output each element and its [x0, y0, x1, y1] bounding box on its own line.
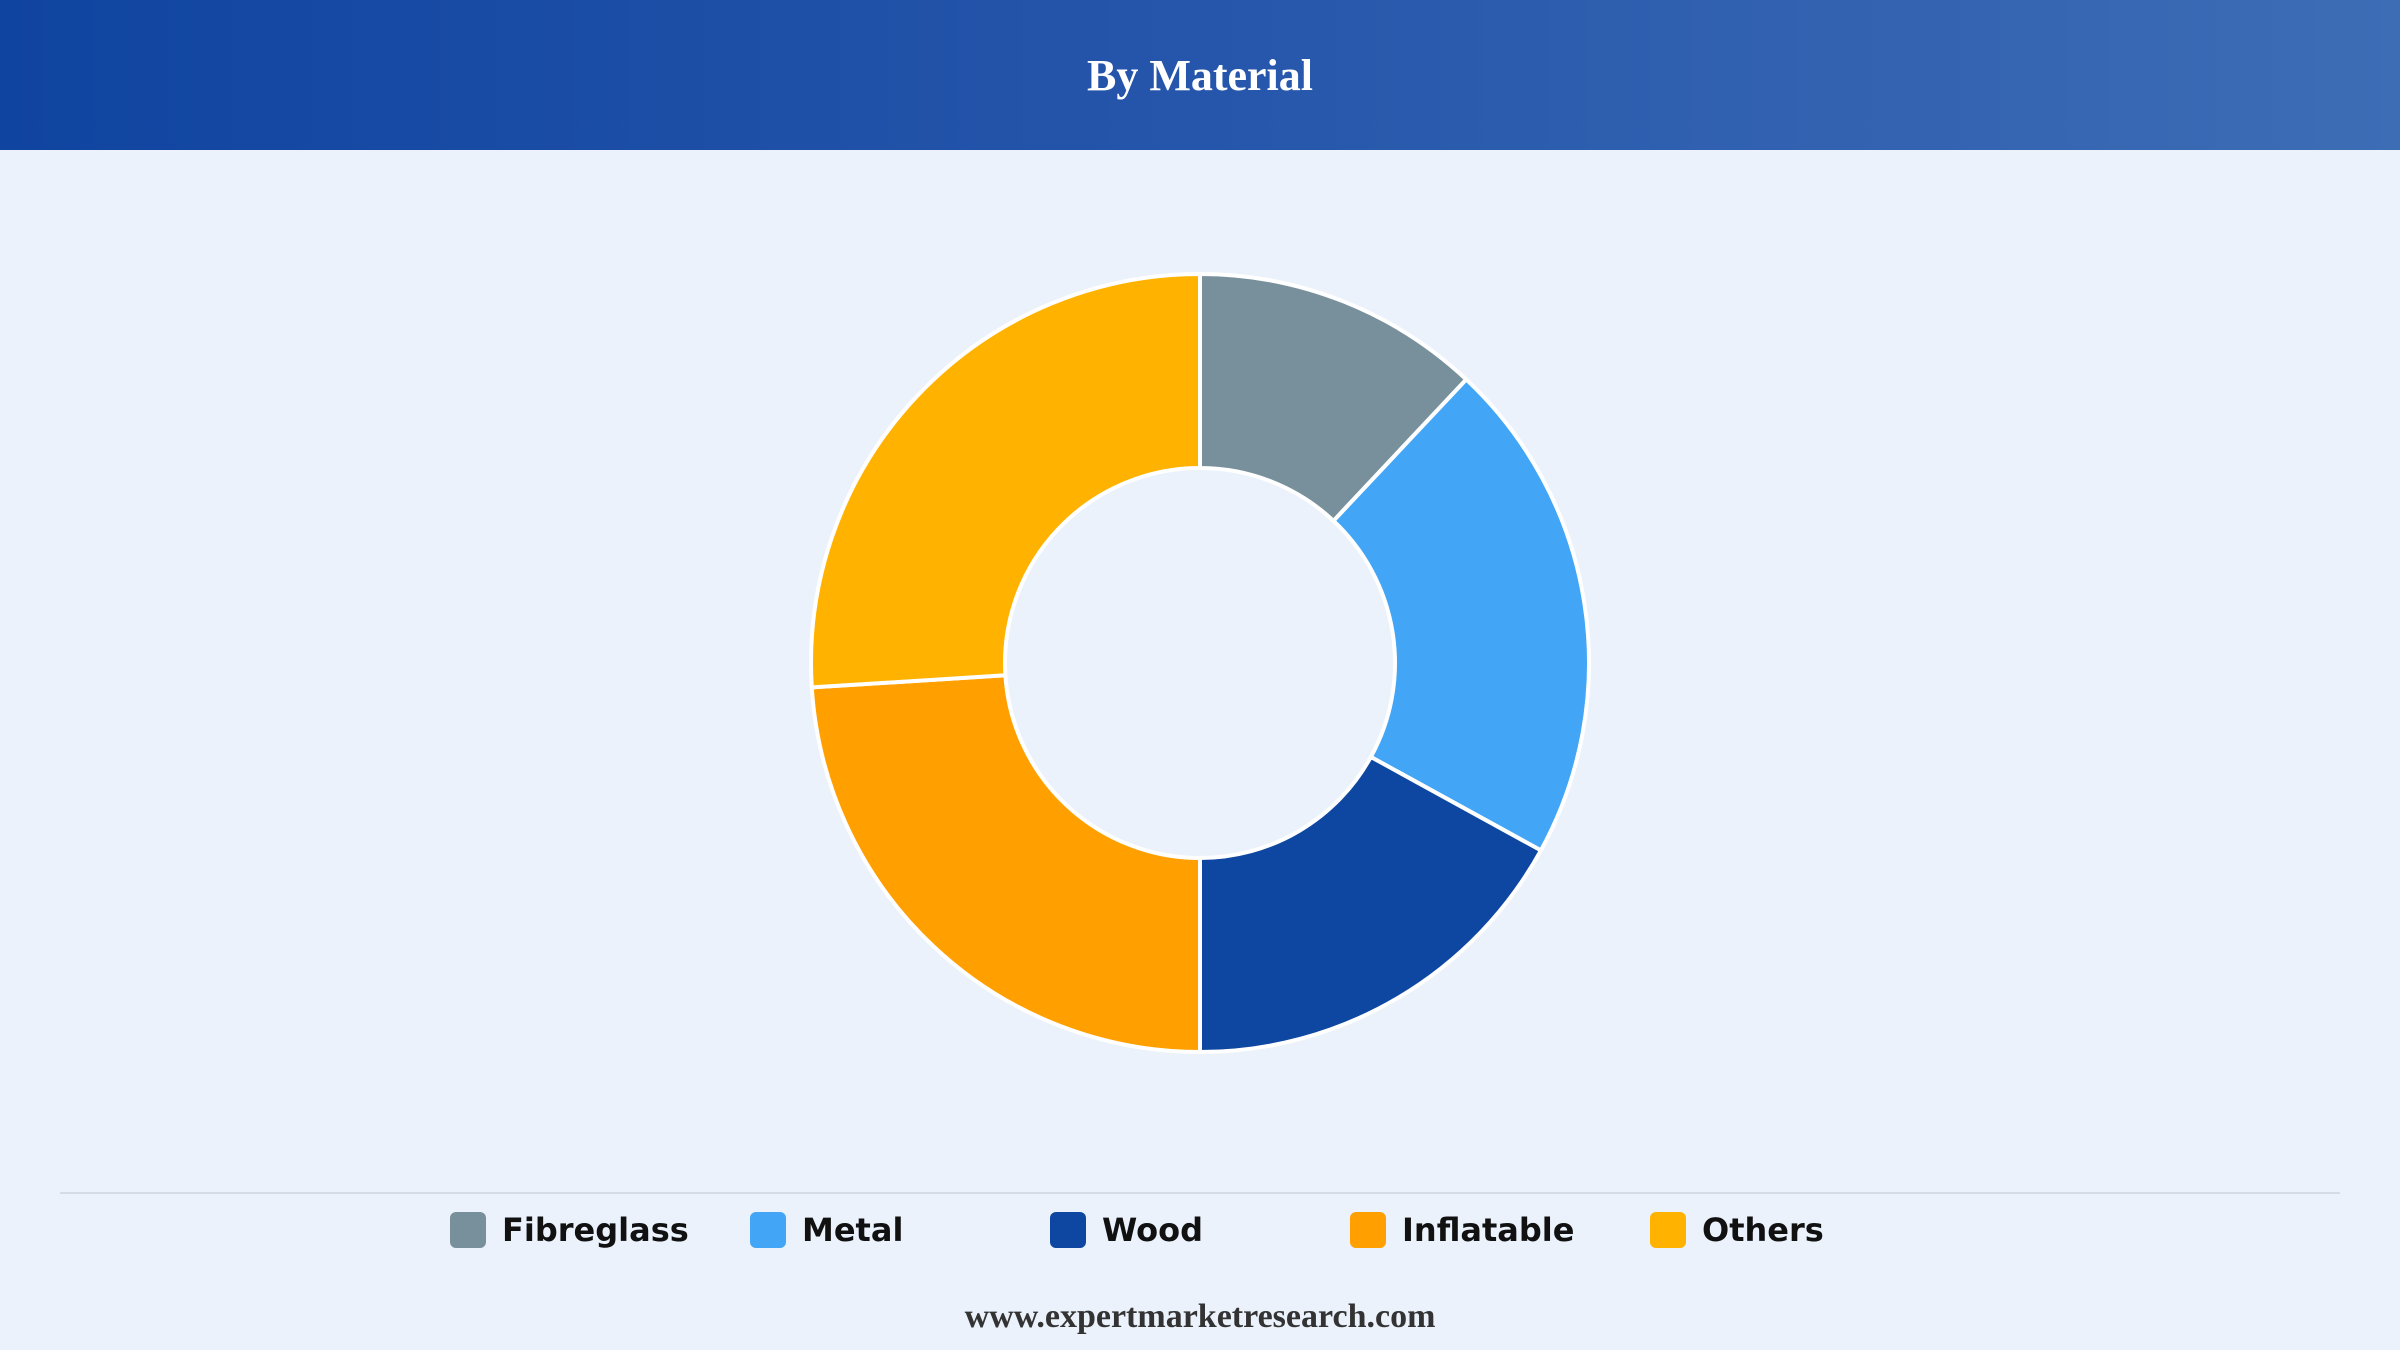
legend-item-metal[interactable]: Metal	[750, 1211, 1050, 1249]
legend-item-others[interactable]: Others	[1650, 1211, 1950, 1249]
slice-inflatable[interactable]	[809, 673, 1202, 1055]
legend-swatch-wood	[1050, 1212, 1086, 1248]
chart-area	[0, 150, 2400, 1180]
legend-label-metal: Metal	[802, 1211, 904, 1249]
slice-metal[interactable]	[1330, 376, 1591, 854]
legend-label-others: Others	[1702, 1211, 1824, 1249]
legend-divider	[60, 1192, 2340, 1194]
slice-fibreglass[interactable]	[1198, 271, 1470, 524]
source-url: www.expertmarketresearch.com	[964, 1298, 1436, 1335]
legend-label-inflatable: Inflatable	[1402, 1211, 1575, 1249]
legend: Fibreglass Metal Wood Inflatable Others	[450, 1208, 1950, 1252]
legend-item-wood[interactable]: Wood	[1050, 1211, 1350, 1249]
legend-swatch-inflatable	[1350, 1212, 1386, 1248]
legend-swatch-metal	[750, 1212, 786, 1248]
legend-item-inflatable[interactable]: Inflatable	[1350, 1211, 1650, 1249]
chart-title: By Material	[1086, 50, 1314, 100]
slice-others[interactable]	[809, 271, 1202, 690]
legend-label-fibreglass: Fibreglass	[502, 1211, 689, 1249]
legend-swatch-others	[1650, 1212, 1686, 1248]
legend-label-wood: Wood	[1102, 1211, 1204, 1249]
donut-chart	[809, 271, 1591, 1055]
slice-wood[interactable]	[1198, 754, 1544, 1055]
chart-header: By Material	[0, 0, 2400, 150]
legend-item-fibreglass[interactable]: Fibreglass	[450, 1211, 750, 1249]
legend-swatch-fibreglass	[450, 1212, 486, 1248]
